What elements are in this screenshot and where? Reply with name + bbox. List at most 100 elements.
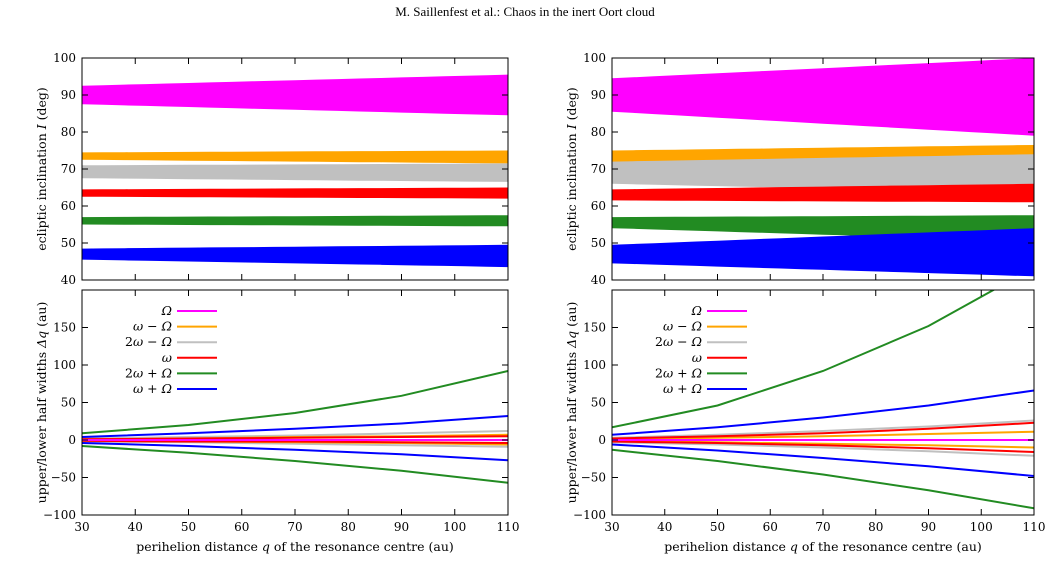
curve-omega_plus_Omega [82, 415, 508, 438]
band-2omega_plus_Omega [82, 215, 508, 227]
x-tick-label: 100 [443, 520, 466, 534]
x-tick-label: 80 [868, 520, 883, 534]
curve-2omega_plus_Omega [82, 370, 508, 435]
x-tick-label: 100 [970, 520, 993, 534]
band-Omega [612, 58, 1034, 136]
y-tick-label: 70 [591, 162, 606, 176]
x-tick-label: 80 [341, 520, 356, 534]
curve-omega_plus_Omega [612, 443, 1034, 477]
y-tick-label: 100 [583, 51, 606, 65]
x-axis-label: perihelion distance q of the resonance c… [664, 539, 982, 554]
legend-label: 2ω + Ω [655, 365, 702, 380]
curve-omega [612, 421, 1034, 440]
curve-omega [82, 439, 508, 444]
legend-label: ω [162, 350, 172, 365]
x-tick-label: 40 [657, 520, 672, 534]
band-omega [612, 183, 1034, 203]
x-tick-label: 110 [497, 520, 520, 534]
curve-2omega_minus_Omega [82, 430, 508, 440]
y-tick-label: 150 [583, 321, 606, 335]
x-tick-label: 60 [763, 520, 778, 534]
y-tick-label: 50 [61, 236, 76, 250]
x-tick-label: 40 [128, 520, 143, 534]
x-tick-label: 50 [710, 520, 725, 534]
legend-label: ω + Ω [663, 381, 702, 396]
x-tick-label: 50 [181, 520, 196, 534]
y-tick-label: 90 [591, 88, 606, 102]
y-axis-label: ecliptic inclination I (deg) [34, 87, 49, 251]
x-tick-label: 90 [394, 520, 409, 534]
x-tick-label: 30 [604, 520, 619, 534]
y-axis-label: ecliptic inclination I (deg) [564, 87, 579, 251]
y-tick-label: 90 [61, 88, 76, 102]
y-tick-label: 40 [61, 273, 76, 287]
curve-2omega_plus_Omega [82, 445, 508, 484]
halfwidth-panel-right: −100 −50 0 50 100 150 30 40 50 60 70 80 90 100 110 uppe… [564, 289, 1046, 554]
y-tick-label: 60 [591, 199, 606, 213]
y-tick-label: 150 [53, 321, 76, 335]
legend-label: Ω [691, 303, 702, 318]
band-omega_plus_Omega [612, 228, 1034, 277]
y-tick-label: 60 [61, 199, 76, 213]
x-tick-label: 60 [234, 520, 249, 534]
curve-omega [612, 440, 1034, 453]
y-tick-label: −100 [43, 508, 76, 522]
y-tick-label: 100 [53, 358, 76, 372]
x-axis-label: perihelion distance q of the resonance c… [136, 539, 454, 554]
y-tick-label: 100 [583, 358, 606, 372]
y-tick-label: 50 [61, 396, 76, 410]
y-tick-label: 50 [591, 396, 606, 410]
y-axis-label: upper/lower half widths Δq (au) [34, 302, 49, 504]
inclination-panel-left: 40 50 60 70 80 90 100 ecliptic inclination I (d… [34, 51, 509, 287]
y-tick-label: 100 [53, 51, 76, 65]
plot-area [82, 370, 508, 484]
plot-area [82, 74, 508, 268]
curve-2omega_minus_Omega [612, 441, 1034, 457]
x-tick-label: 110 [1023, 520, 1046, 534]
curve-2omega_plus_Omega [612, 448, 1034, 510]
legend-label: ω + Ω [133, 381, 172, 396]
band-Omega [82, 74, 508, 116]
band-omega [82, 187, 508, 199]
y-tick-label: 50 [591, 236, 606, 250]
y-tick-label: 80 [61, 125, 76, 139]
page-header: M. Saillenfest et al.: Chaos in the iner… [395, 4, 655, 19]
band-2omega_minus_Omega [612, 154, 1034, 194]
y-tick-label: −50 [51, 471, 76, 485]
legend-label: 2ω − Ω [655, 334, 702, 349]
plot-area [612, 58, 1034, 277]
legend-label: Ω [161, 303, 172, 318]
curve-2omega_plus_Omega [612, 290, 996, 429]
y-tick-label: −100 [573, 508, 606, 522]
legend-label: ω − Ω [133, 319, 172, 334]
legend-label: 2ω + Ω [125, 365, 172, 380]
y-tick-label: 80 [591, 125, 606, 139]
y-tick-label: 0 [68, 433, 76, 447]
y-tick-label: −50 [581, 471, 606, 485]
halfwidth-panel-left: −100 −50 0 50 100 150 30 40 50 60 70 80 90 100 110 uppe… [34, 289, 520, 554]
curve-omega_minus_Omega [612, 430, 1034, 441]
x-tick-label: 30 [74, 520, 89, 534]
x-tick-label: 90 [921, 520, 936, 534]
y-tick-label: 40 [591, 273, 606, 287]
inclination-panel-right: 40 50 60 70 80 90 100 ecliptic inclination I (d… [564, 51, 1035, 287]
curve-omega [82, 435, 508, 441]
legend-label: ω [692, 350, 702, 365]
plot-area [612, 290, 1034, 510]
legend-label: 2ω − Ω [125, 334, 172, 349]
legend-label: ω − Ω [663, 319, 702, 334]
band-omega_minus_Omega [82, 150, 508, 164]
curve-2omega_minus_Omega [612, 419, 1034, 439]
x-tick-label: 70 [287, 520, 302, 534]
x-tick-label: 70 [815, 520, 830, 534]
y-axis-label: upper/lower half widths Δq (au) [564, 302, 579, 504]
band-2omega_minus_Omega [82, 163, 508, 182]
curve-omega_plus_Omega [612, 389, 1034, 436]
curve-omega_plus_Omega [82, 442, 508, 462]
y-tick-label: 0 [598, 433, 606, 447]
y-tick-label: 70 [61, 162, 76, 176]
band-omega_plus_Omega [82, 244, 508, 268]
